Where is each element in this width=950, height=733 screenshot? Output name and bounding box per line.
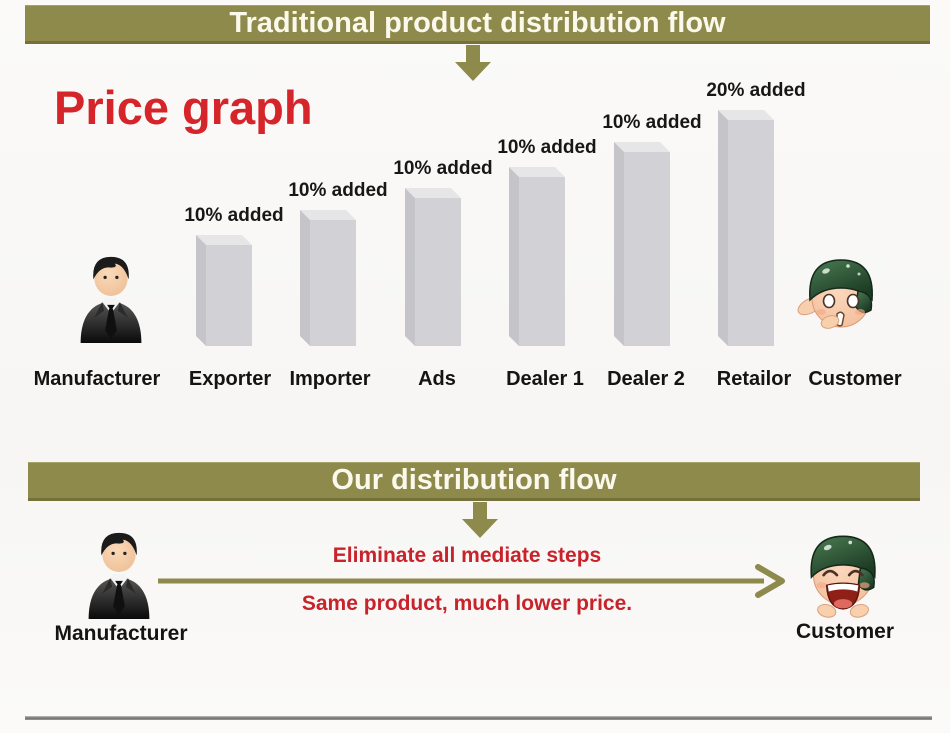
our-flow-banner-label: Our distribution flow (331, 464, 617, 496)
flow-label-importer: Importer (289, 368, 371, 390)
customer-icon (797, 259, 873, 329)
price-bar-importer (300, 210, 356, 346)
bottom-divider (25, 716, 932, 720)
traditional-flow-banner-label: Traditional product distribution flow (229, 7, 726, 39)
flow-label-exporter: Exporter (188, 368, 272, 390)
bar-added-label: 10% added (497, 137, 597, 158)
price-bar-ads (405, 188, 461, 346)
manufacturer-icon (88, 532, 150, 620)
flow-label-retailor: Retailor (716, 368, 792, 390)
bar-added-label: 10% added (393, 158, 493, 179)
price-graph-title: Price graph (54, 81, 313, 134)
flow-label-manufacturer: Manufacturer (33, 368, 161, 390)
eliminate-steps-text: Eliminate all mediate steps (332, 544, 602, 567)
down-arrow-icon (462, 502, 498, 538)
price-bar-exporter (196, 235, 252, 346)
our-flow-banner: Our distribution flow (28, 462, 920, 501)
flow-label-customer: Customer (808, 368, 902, 390)
price-bar-dealer-1 (509, 167, 565, 346)
manufacturer-icon (80, 256, 142, 344)
traditional-flow-banner: Traditional product distribution flow (25, 5, 930, 44)
down-arrow-icon (455, 45, 491, 81)
flow-label-dealer-1: Dealer 1 (506, 368, 584, 390)
price-bar-dealer-2 (614, 142, 670, 346)
flow-label-ads: Ads (418, 368, 456, 390)
customer-icon (810, 535, 876, 618)
manufacturer-label: Manufacturer (54, 622, 188, 645)
same-product-text: Same product, much lower price. (301, 592, 633, 615)
right-arrow-icon (158, 564, 785, 598)
flow-label-dealer-2: Dealer 2 (607, 368, 685, 390)
price-bar-retailor (718, 110, 774, 346)
customer-label: Customer (795, 620, 895, 643)
bar-added-label: 10% added (288, 180, 388, 201)
bar-added-label: 10% added (602, 112, 702, 133)
bar-added-label: 10% added (184, 205, 284, 226)
bar-added-label: 20% added (706, 80, 806, 101)
